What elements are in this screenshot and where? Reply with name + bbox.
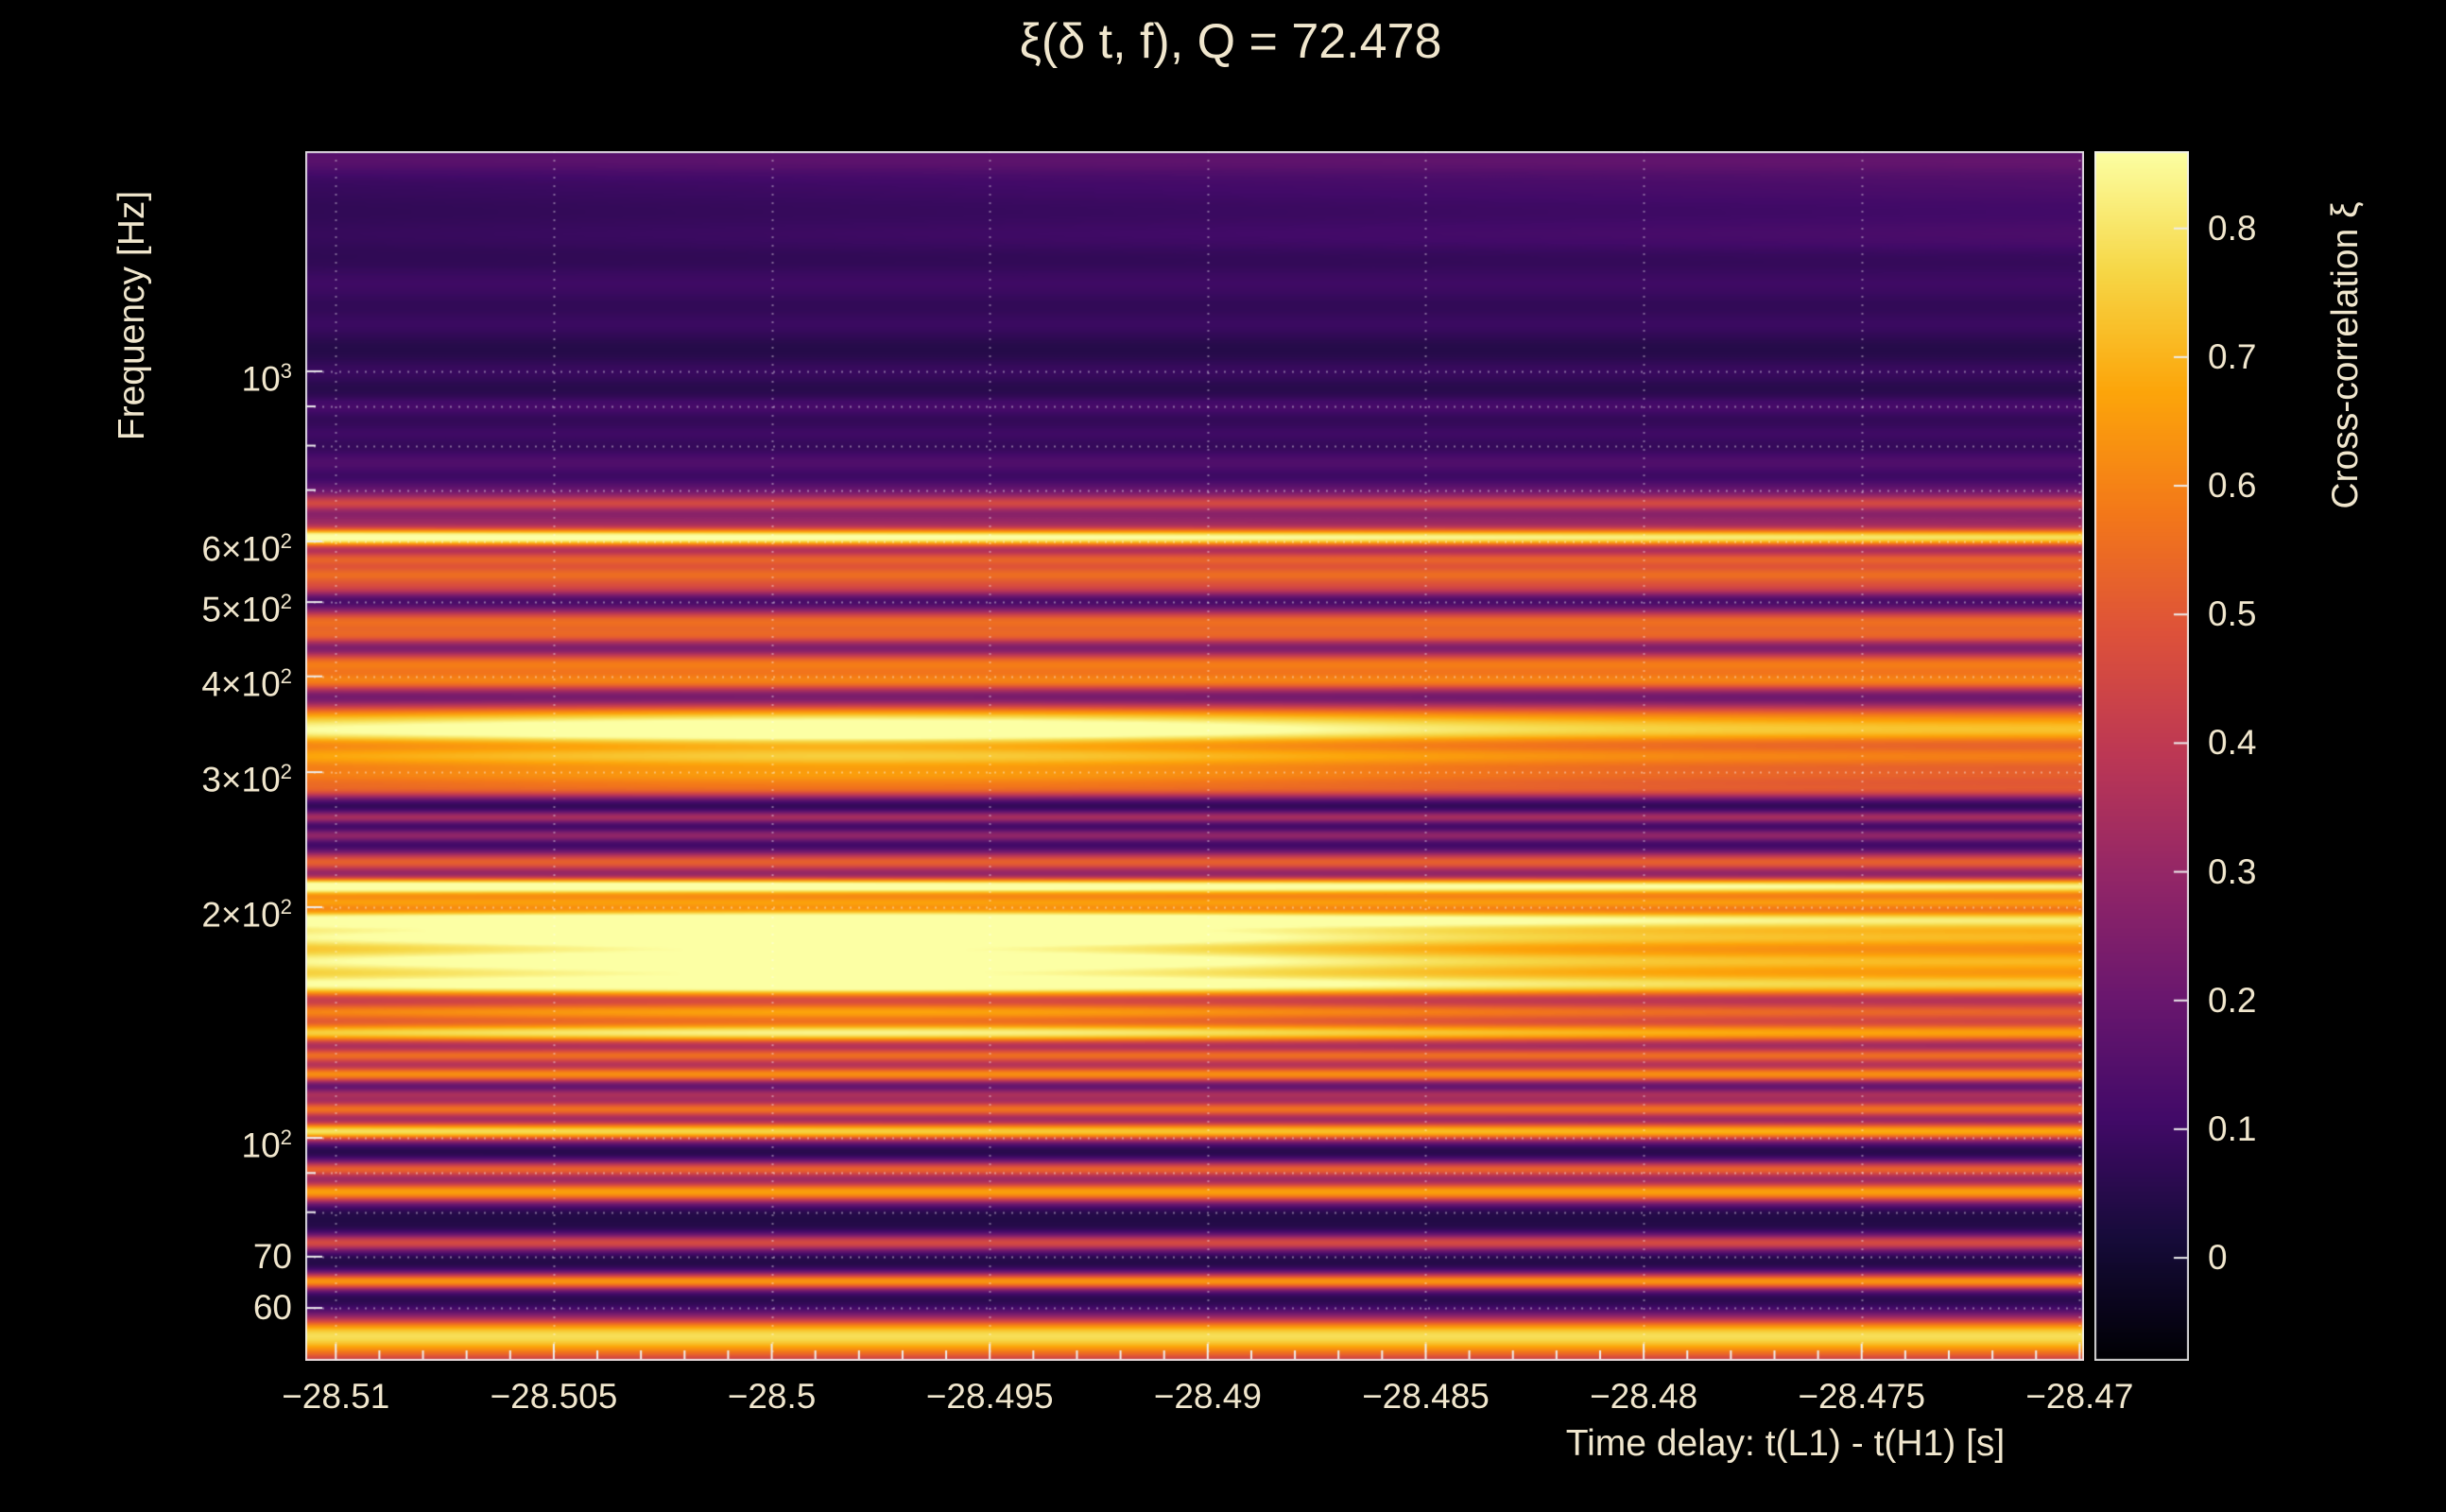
colorbar-tick-label: 0.4 — [2208, 723, 2257, 763]
colorbar-tick-label: 0.8 — [2208, 208, 2257, 248]
y-tick-label: 102 — [241, 1125, 293, 1165]
colorbar-canvas — [2094, 151, 2189, 1361]
y-axis-title: Frequency [Hz] — [112, 190, 152, 441]
y-tick-label: 4×102 — [201, 663, 292, 704]
y-tick-label: 2×102 — [201, 894, 292, 935]
x-tick-label: −28.475 — [1798, 1377, 1926, 1416]
x-tick-label: −28.505 — [490, 1377, 618, 1416]
colorbar-tick-label: 0.7 — [2208, 336, 2257, 376]
y-tick-label: 3×102 — [201, 760, 292, 799]
x-tick-label: −28.5 — [727, 1377, 817, 1416]
y-tick-label: 5×102 — [201, 590, 292, 629]
colorbar-tick-label: 0.2 — [2208, 980, 2257, 1020]
y-tick-label: 60 — [252, 1288, 292, 1328]
x-tick-label: −28.47 — [2025, 1377, 2134, 1416]
x-axis-title: Time delay: t(L1) - t(H1) [s] — [1565, 1423, 2006, 1464]
x-tick-label: −28.48 — [1590, 1377, 1698, 1416]
colorbar-tick-label: 0.3 — [2208, 851, 2257, 891]
colorbar-title: Cross-correlation ξ — [2325, 201, 2366, 509]
y-tick-label: 103 — [241, 358, 293, 399]
x-tick-label: −28.51 — [282, 1377, 390, 1416]
x-tick-label: −28.49 — [1153, 1377, 1262, 1416]
x-tick-label: −28.485 — [1362, 1377, 1490, 1416]
colorbar-tick-label: 0 — [2208, 1238, 2228, 1278]
x-tick-label: −28.495 — [925, 1377, 1054, 1416]
colorbar-tick-label: 0.5 — [2208, 594, 2257, 634]
y-tick-label: 70 — [252, 1236, 292, 1276]
chart-title: ξ(δ t, f), Q = 72.478 — [1019, 14, 1442, 69]
colorbar-tick-label: 0.1 — [2208, 1108, 2257, 1148]
y-tick-label: 6×102 — [201, 528, 292, 569]
heatmap-canvas — [305, 151, 2084, 1361]
colorbar-tick-label: 0.6 — [2208, 466, 2257, 506]
